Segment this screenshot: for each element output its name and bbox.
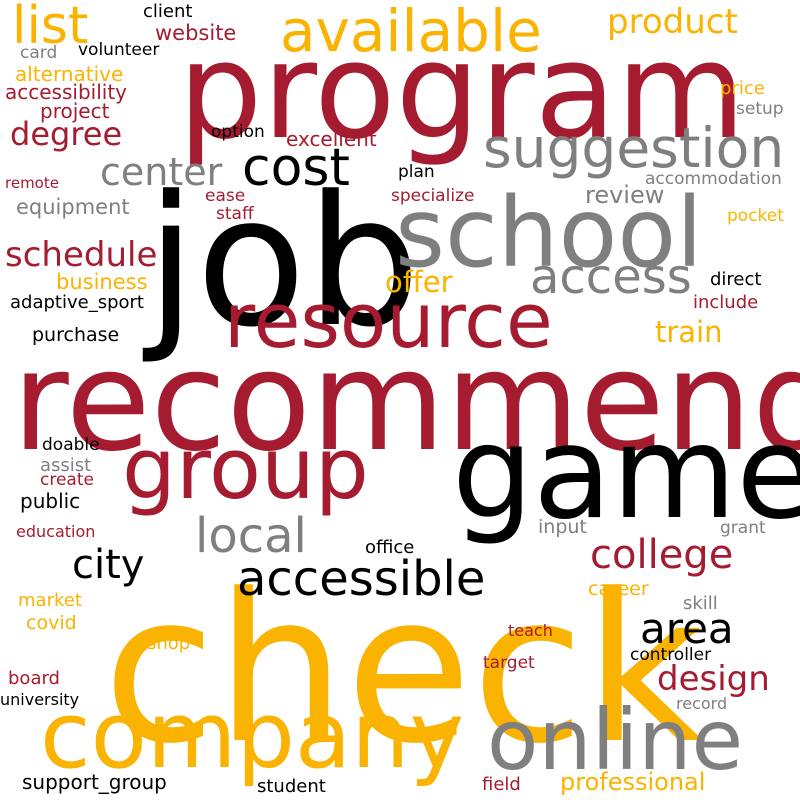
word-accessible: accessible: [237, 551, 486, 607]
word-grant: grant: [720, 518, 766, 538]
word-online: online: [487, 691, 744, 789]
word-train: train: [655, 315, 723, 349]
word-pocket: pocket: [727, 206, 784, 226]
word-school: school: [395, 177, 703, 289]
word-business: business: [56, 270, 148, 294]
word-company: company: [40, 682, 465, 789]
word-record: record: [676, 694, 728, 713]
word-ease: ease: [205, 186, 246, 206]
word-input: input: [538, 516, 587, 538]
word-public: public: [20, 489, 81, 513]
word-plan: plan: [398, 162, 435, 182]
word-price: price: [720, 78, 765, 99]
word-offer: offer: [385, 265, 453, 299]
word-shop: shop: [147, 633, 191, 654]
word-list: list: [12, 0, 89, 56]
word-college: college: [590, 532, 734, 578]
word-assist: assist: [40, 455, 92, 476]
word-university: university: [0, 690, 80, 709]
word-website: website: [155, 21, 237, 45]
word-education: education: [16, 522, 96, 541]
word-area: area: [640, 604, 734, 653]
word-setup: setup: [736, 99, 784, 119]
word-accessibility: accessibility: [5, 80, 127, 104]
word-accommodation: accommodation: [645, 169, 782, 189]
word-alternative: alternative: [15, 62, 124, 86]
word-access: access: [530, 249, 692, 305]
word-target: target: [483, 653, 535, 673]
word-doable: doable: [42, 435, 100, 455]
word-group: group: [122, 420, 369, 519]
word-staff: staff: [216, 204, 254, 224]
word-schedule: schedule: [5, 235, 158, 275]
word-project: project: [40, 99, 110, 123]
word-product: product: [607, 2, 738, 42]
word-center: center: [100, 150, 223, 194]
word-job: job: [146, 158, 421, 367]
word-program: program: [178, 15, 746, 169]
word-market: market: [18, 590, 82, 611]
word-city: city: [72, 542, 145, 588]
word-create: create: [40, 470, 94, 490]
word-available: available: [280, 0, 542, 65]
word-recommend: recommend: [12, 321, 800, 482]
word-include: include: [693, 292, 759, 313]
word-option: option: [211, 122, 265, 142]
word-volunteer: volunteer: [78, 40, 160, 60]
word-review: review: [585, 181, 665, 209]
word-career: career: [588, 578, 649, 600]
word-skill: skill: [683, 593, 718, 614]
word-office: office: [365, 537, 415, 558]
word-check: check: [103, 551, 704, 789]
word-design: design: [657, 659, 770, 699]
word-excellent: excellent: [286, 127, 377, 151]
word-purchase: purchase: [32, 324, 120, 346]
word-resource: resource: [224, 276, 553, 365]
word-field: field: [482, 774, 521, 795]
word-suggestion: suggestion: [483, 116, 785, 180]
word-cost: cost: [242, 138, 350, 198]
word-teach: teach: [508, 621, 553, 640]
word-student: student: [257, 776, 326, 797]
word-direct: direct: [710, 269, 762, 290]
word-remote: remote: [5, 174, 59, 192]
word-specialize: specialize: [391, 186, 475, 206]
word-equipment: equipment: [16, 195, 130, 219]
word-controller: controller: [630, 645, 712, 665]
word-support_group: support_group: [22, 770, 167, 794]
word-adaptive_sport: adaptive_sport: [10, 292, 144, 313]
word-professional: professional: [560, 768, 706, 796]
word-card: card: [20, 43, 58, 63]
word-degree: degree: [10, 115, 123, 153]
word-client: client: [143, 1, 193, 22]
word-covid: covid: [26, 612, 77, 634]
word-board: board: [8, 668, 60, 689]
word-local: local: [195, 508, 307, 564]
word-game: game: [452, 399, 800, 548]
